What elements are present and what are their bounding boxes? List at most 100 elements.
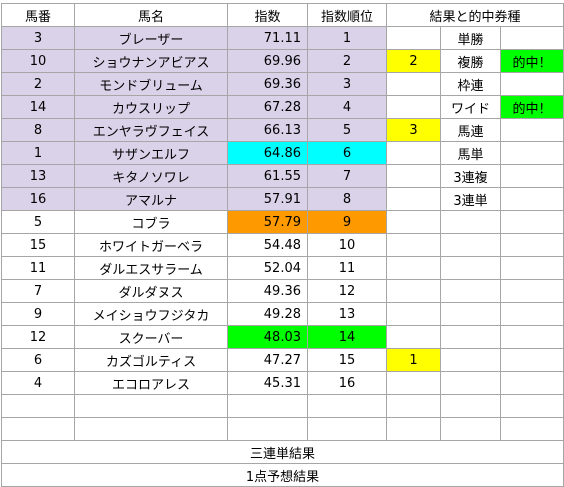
- cell-juni[interactable]: 14: [307, 325, 387, 349]
- empty-cell[interactable]: [307, 417, 387, 441]
- cell-bet-type[interactable]: [440, 325, 501, 349]
- cell-bamei[interactable]: スクーバー: [74, 325, 228, 349]
- cell-umaban[interactable]: 6: [1, 348, 75, 372]
- cell-hit[interactable]: [500, 210, 564, 234]
- cell-bamei[interactable]: アマルナ: [74, 187, 228, 211]
- cell-result-number[interactable]: [386, 279, 441, 303]
- cell-juni[interactable]: 1: [307, 26, 387, 50]
- cell-bamei[interactable]: メイショウフジタカ: [74, 302, 228, 326]
- cell-umaban[interactable]: 5: [1, 210, 75, 234]
- cell-bet-type[interactable]: 複勝: [440, 49, 501, 73]
- cell-bamei[interactable]: エコロアレス: [74, 371, 228, 395]
- cell-umaban[interactable]: 2: [1, 72, 75, 96]
- cell-result-number[interactable]: 1: [386, 348, 441, 372]
- cell-umaban[interactable]: 4: [1, 371, 75, 395]
- cell-juni[interactable]: 12: [307, 279, 387, 303]
- cell-juni[interactable]: 9: [307, 210, 387, 234]
- empty-cell[interactable]: [227, 394, 308, 418]
- cell-shisu[interactable]: 67.28: [227, 95, 308, 119]
- cell-bamei[interactable]: ショウナンアビアス: [74, 49, 228, 73]
- cell-hit[interactable]: [500, 118, 564, 142]
- cell-shisu[interactable]: 47.27: [227, 348, 308, 372]
- cell-bamei[interactable]: モンドブリューム: [74, 72, 228, 96]
- cell-shisu[interactable]: 48.03: [227, 325, 308, 349]
- cell-umaban[interactable]: 8: [1, 118, 75, 142]
- cell-shisu[interactable]: 66.13: [227, 118, 308, 142]
- cell-hit[interactable]: [500, 256, 564, 280]
- cell-result-number[interactable]: 2: [386, 49, 441, 73]
- cell-umaban[interactable]: 9: [1, 302, 75, 326]
- cell-bet-type[interactable]: ワイド: [440, 95, 501, 119]
- cell-hit[interactable]: [500, 187, 564, 211]
- cell-result-number[interactable]: [386, 72, 441, 96]
- cell-shisu[interactable]: 52.04: [227, 256, 308, 280]
- cell-umaban[interactable]: 7: [1, 279, 75, 303]
- cell-hit[interactable]: [500, 164, 564, 188]
- cell-shisu[interactable]: 69.96: [227, 49, 308, 73]
- cell-hit[interactable]: [500, 371, 564, 395]
- sanrentan-result-row-cell[interactable]: 三連単結果: [1, 440, 564, 464]
- cell-result-number[interactable]: [386, 26, 441, 50]
- cell-umaban[interactable]: 14: [1, 95, 75, 119]
- cell-shisu[interactable]: 54.48: [227, 233, 308, 257]
- cell-result-number[interactable]: [386, 256, 441, 280]
- empty-cell[interactable]: [440, 394, 501, 418]
- cell-juni[interactable]: 8: [307, 187, 387, 211]
- empty-cell[interactable]: [440, 417, 501, 441]
- cell-hit[interactable]: 的中！: [500, 49, 564, 73]
- cell-umaban[interactable]: 11: [1, 256, 75, 280]
- cell-juni[interactable]: 5: [307, 118, 387, 142]
- cell-bamei[interactable]: ブレーザー: [74, 26, 228, 50]
- cell-juni[interactable]: 15: [307, 348, 387, 372]
- cell-bamei[interactable]: ダルダヌス: [74, 279, 228, 303]
- cell-result-number[interactable]: [386, 187, 441, 211]
- cell-result-number[interactable]: [386, 164, 441, 188]
- cell-shisu[interactable]: 57.91: [227, 187, 308, 211]
- one-point-result-row-cell[interactable]: 1点予想結果: [1, 463, 564, 487]
- cell-shisu[interactable]: 49.36: [227, 279, 308, 303]
- cell-result-number[interactable]: [386, 233, 441, 257]
- cell-bet-type[interactable]: [440, 279, 501, 303]
- cell-hit[interactable]: [500, 72, 564, 96]
- cell-hit[interactable]: [500, 26, 564, 50]
- cell-result-number[interactable]: [386, 141, 441, 165]
- empty-cell[interactable]: [1, 417, 75, 441]
- cell-shisu[interactable]: 61.55: [227, 164, 308, 188]
- cell-hit[interactable]: [500, 141, 564, 165]
- cell-bet-type[interactable]: 馬単: [440, 141, 501, 165]
- cell-umaban[interactable]: 12: [1, 325, 75, 349]
- cell-umaban[interactable]: 3: [1, 26, 75, 50]
- cell-bamei[interactable]: コブラ: [74, 210, 228, 234]
- empty-cell[interactable]: [386, 417, 441, 441]
- empty-cell[interactable]: [307, 394, 387, 418]
- cell-result-number[interactable]: 3: [386, 118, 441, 142]
- header-result[interactable]: 結果と的中券種: [386, 3, 564, 27]
- cell-hit[interactable]: [500, 325, 564, 349]
- cell-shisu[interactable]: 57.79: [227, 210, 308, 234]
- cell-bet-type[interactable]: [440, 348, 501, 372]
- cell-bamei[interactable]: サザンエルフ: [74, 141, 228, 165]
- cell-hit[interactable]: [500, 233, 564, 257]
- cell-bet-type[interactable]: [440, 371, 501, 395]
- cell-juni[interactable]: 13: [307, 302, 387, 326]
- cell-hit[interactable]: [500, 302, 564, 326]
- cell-bamei[interactable]: キタノソワレ: [74, 164, 228, 188]
- cell-shisu[interactable]: 64.86: [227, 141, 308, 165]
- cell-hit[interactable]: [500, 348, 564, 372]
- cell-shisu[interactable]: 49.28: [227, 302, 308, 326]
- empty-cell[interactable]: [227, 417, 308, 441]
- cell-bet-type[interactable]: 3連単: [440, 187, 501, 211]
- header-umaban[interactable]: 馬番: [1, 3, 75, 27]
- cell-shisu[interactable]: 69.36: [227, 72, 308, 96]
- cell-result-number[interactable]: [386, 95, 441, 119]
- cell-bamei[interactable]: ダルエスサラーム: [74, 256, 228, 280]
- cell-juni[interactable]: 10: [307, 233, 387, 257]
- cell-umaban[interactable]: 16: [1, 187, 75, 211]
- cell-juni[interactable]: 11: [307, 256, 387, 280]
- empty-cell[interactable]: [74, 417, 228, 441]
- cell-bet-type[interactable]: 単勝: [440, 26, 501, 50]
- empty-cell[interactable]: [500, 394, 564, 418]
- cell-bet-type[interactable]: 馬連: [440, 118, 501, 142]
- cell-hit[interactable]: [500, 279, 564, 303]
- header-bamei[interactable]: 馬名: [74, 3, 228, 27]
